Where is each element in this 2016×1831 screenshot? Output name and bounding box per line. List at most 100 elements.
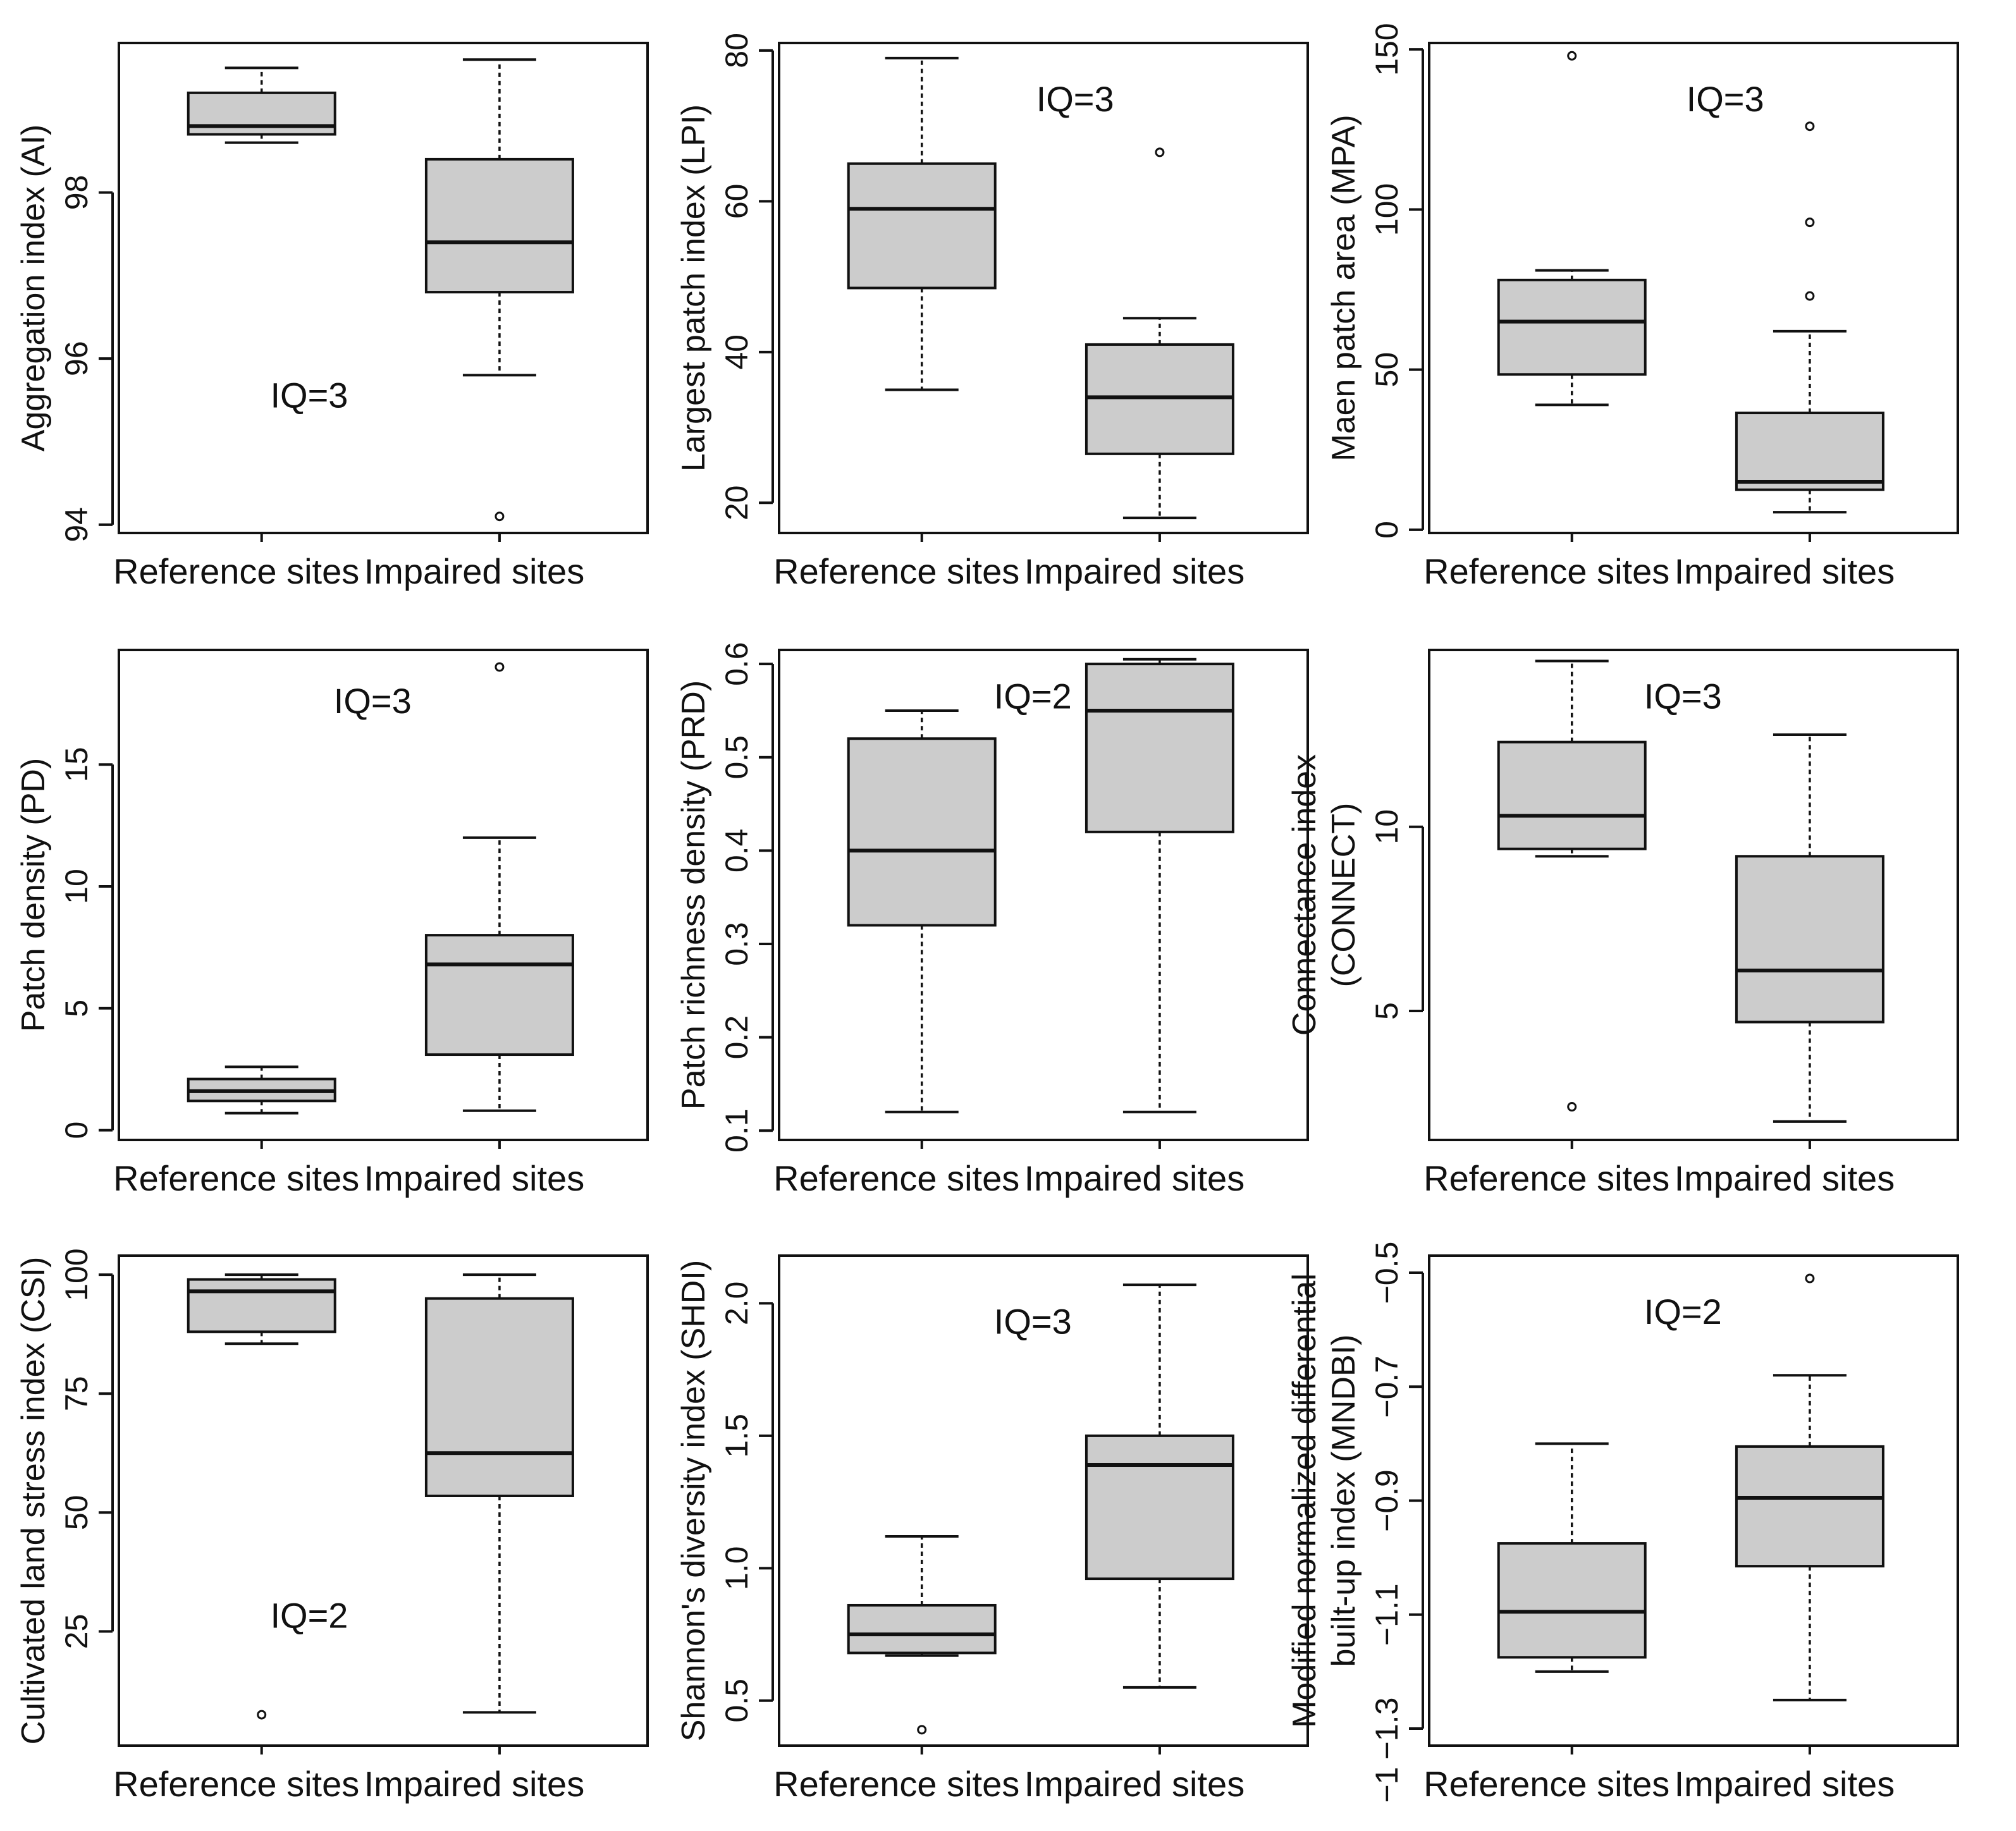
outlier-point	[1805, 121, 1815, 132]
iqr-box	[1085, 1434, 1234, 1581]
y-tick-label: 100	[1369, 183, 1404, 236]
category-label: Impaired sites	[1024, 1158, 1245, 1198]
y-tick-label: −1.1	[1369, 1583, 1404, 1646]
plot-frame	[778, 649, 1309, 1141]
y-tick-label: 0	[59, 1122, 94, 1139]
impaired-sites-box	[1735, 121, 1884, 514]
iqr-box	[847, 1603, 997, 1655]
y-tick-label: 150	[1369, 23, 1404, 75]
y-axis-title: Patch richness density (PRD)	[675, 680, 712, 1110]
category-label: Impaired sites	[1675, 1764, 1895, 1804]
category-label: Reference sites	[1423, 1764, 1669, 1804]
iqr-box	[847, 162, 997, 290]
y-axis-title: Shannon's diversity index (SHDI)	[675, 1260, 712, 1741]
y-tick-label: 0.2	[719, 1015, 754, 1060]
iqr-box	[1735, 412, 1884, 491]
outlier-point	[1567, 1102, 1577, 1112]
impaired-sites-box	[1735, 1273, 1884, 1701]
y-axis-title: Connectance index	[1286, 754, 1323, 1036]
impaired-sites-box	[1085, 147, 1234, 520]
y-tick-label-extra: −1	[1369, 1767, 1404, 1803]
y-tick-label: 0.6	[719, 642, 754, 686]
category-label: Reference sites	[113, 1158, 359, 1198]
iqr-box	[1735, 855, 1884, 1024]
outlier-point	[257, 1710, 267, 1720]
category-label: Impaired sites	[1024, 551, 1245, 591]
y-tick-label: 25	[59, 1614, 94, 1650]
y-tick-label: −0.9	[1369, 1469, 1404, 1532]
y-tick-label: 0.3	[719, 922, 754, 966]
y-axis-title: Cultivated land stress index (CSI)	[15, 1257, 52, 1745]
y-tick-label: 5	[1369, 1002, 1404, 1020]
y-tick-label: −0.5	[1369, 1242, 1404, 1304]
y-tick-label: 0.5	[719, 735, 754, 780]
iq-annotation: IQ=3	[994, 1301, 1072, 1341]
iqr-box	[1497, 740, 1647, 850]
y-tick-label: 20	[719, 485, 754, 520]
reference-sites-box	[187, 66, 336, 144]
iq-annotation: IQ=3	[1644, 676, 1722, 716]
reference-sites-box	[187, 1065, 336, 1115]
reference-sites-box	[1497, 51, 1647, 407]
y-tick-label: −1.3	[1369, 1698, 1404, 1760]
outlier-point	[1805, 217, 1815, 228]
y-tick-label: 5	[59, 1000, 94, 1017]
iqr-box	[424, 1297, 574, 1497]
y-tick-label: 1.0	[719, 1546, 754, 1591]
y-axis-title: Maen patch area (MPA)	[1325, 114, 1362, 461]
iq-annotation: IQ=3	[1036, 79, 1114, 119]
plot-frame	[1428, 42, 1959, 534]
y-tick-label: 96	[59, 341, 94, 376]
category-label: Impaired sites	[364, 551, 585, 591]
plot-frame	[118, 42, 649, 534]
outlier-point	[1805, 1273, 1815, 1283]
category-label: Reference sites	[773, 1764, 1019, 1804]
iq-annotation: IQ=3	[1687, 79, 1764, 119]
y-tick-label: 94	[59, 507, 94, 542]
impaired-sites-box	[424, 662, 574, 1112]
outlier-point	[1567, 51, 1577, 61]
impaired-sites-box	[1085, 658, 1234, 1113]
y-tick-label: 40	[719, 334, 754, 370]
iqr-box	[847, 737, 997, 927]
boxplot-panel-2: 20 40 60 80 Largest patch index (LPI) Referen…	[675, 33, 1309, 591]
y-axis-title: Modified normalized differential	[1286, 1273, 1323, 1728]
y-axis-title: Patch density (PD)	[15, 758, 52, 1032]
y-tick-label: 80	[719, 33, 754, 68]
y-axis-title: Largest patch index (LPI)	[675, 104, 712, 472]
category-label: Reference sites	[773, 1158, 1019, 1198]
y-tick-label: 0	[1369, 521, 1404, 539]
outlier-point	[1155, 147, 1165, 157]
plot-frame	[1428, 1254, 1959, 1747]
category-label: Impaired sites	[364, 1764, 585, 1804]
impaired-sites-box	[424, 58, 574, 522]
y-tick-label: 10	[59, 869, 94, 904]
reference-sites-box	[1497, 1442, 1647, 1673]
iq-annotation: IQ=3	[270, 376, 348, 415]
y-tick-label: 50	[59, 1495, 94, 1530]
boxplot-panel-9: −1.3 −1.1 −0.9 −0.7 −0.5 −1 Modified normalize…	[1286, 1242, 1959, 1804]
y-tick-label: 0.5	[719, 1679, 754, 1723]
boxplot-panel-6: 5 10 Connectance index (CONNECT) Reference s…	[1286, 649, 1959, 1198]
boxplot-panel-3: 0 50 100 150 Maen patch area (MPA) Reference …	[1325, 23, 1959, 591]
plot-frame	[118, 1254, 649, 1747]
category-label: Reference sites	[113, 551, 359, 591]
iqr-box	[187, 1278, 336, 1333]
category-label: Reference sites	[1423, 1158, 1669, 1198]
iqr-box	[187, 91, 336, 136]
y-tick-label: 100	[59, 1248, 94, 1301]
reference-sites-box	[187, 1273, 336, 1720]
y-tick-label: 0.4	[719, 829, 754, 873]
outlier-point	[1805, 291, 1815, 301]
reference-sites-box	[847, 709, 997, 1113]
y-axis-title: Aggregation index (AI)	[15, 125, 52, 451]
y-tick-label: 10	[1369, 809, 1404, 845]
category-label: Impaired sites	[364, 1158, 585, 1198]
y-tick-label: 50	[1369, 352, 1404, 388]
iqr-box	[1735, 1445, 1884, 1568]
category-label: Reference sites	[1423, 551, 1669, 591]
